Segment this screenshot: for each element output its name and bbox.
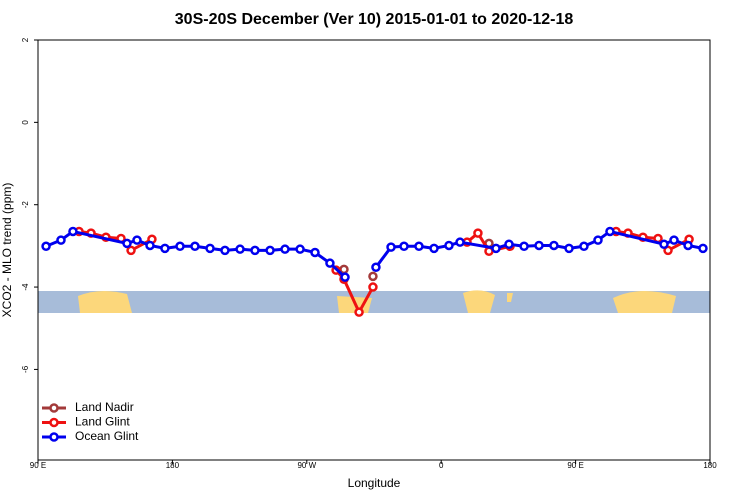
data-point (190, 241, 200, 252)
data-point (68, 226, 78, 237)
data-point (534, 240, 544, 251)
data-point (659, 239, 669, 249)
data-point (579, 241, 589, 252)
data-point (41, 241, 51, 252)
data-point (145, 240, 155, 251)
data-point (491, 243, 501, 254)
data-point (368, 282, 378, 292)
data-point (265, 245, 275, 256)
x-axis-label: Longitude (348, 476, 401, 490)
series-line (334, 269, 375, 316)
data-point (280, 244, 290, 254)
data-point (504, 239, 514, 249)
y-tick-label: 0 (21, 120, 30, 125)
data-point (414, 241, 424, 252)
legend-marker (49, 417, 59, 428)
y-tick-label: -4 (21, 283, 30, 291)
data-point (56, 235, 66, 245)
legend-marker (49, 403, 59, 413)
legend-label: Land Glint (75, 415, 130, 429)
data-point (605, 226, 615, 237)
data-point (325, 258, 335, 268)
legend-label: Land Nadir (75, 400, 134, 414)
data-point (354, 307, 364, 317)
data-point (295, 244, 305, 254)
data-point (160, 243, 170, 254)
x-tick-label: 90 W (297, 461, 316, 470)
data-point (340, 272, 350, 282)
legend-marker (49, 432, 59, 442)
data-point (205, 243, 215, 254)
x-tick-label: 0 (439, 461, 444, 470)
data-point (429, 243, 439, 254)
data-point (235, 244, 245, 254)
y-tick-label: 2 (21, 37, 30, 42)
data-point (669, 235, 679, 245)
data-point (519, 241, 529, 252)
data-point (250, 245, 260, 256)
y-axis-label: XCO2 - MLO trend (ppm) (0, 183, 14, 318)
data-point (122, 238, 132, 249)
data-point (220, 245, 230, 256)
data-point (386, 242, 396, 252)
data-point (549, 240, 559, 251)
data-point (444, 240, 454, 251)
data-point (473, 228, 483, 238)
data-point (698, 243, 708, 254)
x-tick-label: 90 E (30, 461, 46, 470)
series-line (45, 229, 347, 279)
y-tick-label: -6 (21, 365, 30, 373)
chart-title: 30S-20S December (Ver 10) 2015-01-01 to … (175, 11, 574, 28)
data-point (371, 262, 381, 273)
data-point (663, 245, 673, 256)
x-tick-label: 90 E (567, 461, 583, 470)
data-point (339, 264, 349, 275)
data-point (132, 235, 142, 245)
map-strip (38, 290, 710, 313)
data-point (175, 241, 185, 252)
x-tick-label: 180 (166, 461, 180, 470)
legend-label: Ocean Glint (75, 429, 139, 443)
data-point (399, 241, 409, 252)
data-point (683, 240, 693, 251)
data-point (564, 243, 574, 254)
y-tick-label: -2 (21, 201, 30, 209)
data-point (368, 271, 378, 282)
data-point (593, 235, 603, 245)
data-point (126, 245, 136, 256)
plot-frame (37, 39, 711, 461)
x-tick-label: 180 (703, 461, 717, 470)
data-point (310, 247, 320, 258)
data-point (455, 237, 465, 247)
